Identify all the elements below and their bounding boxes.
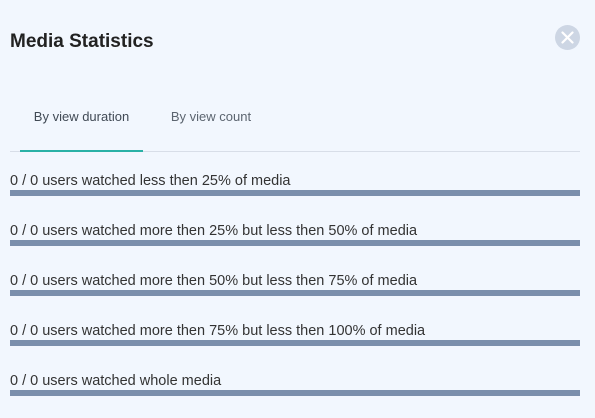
stat-row: 0 / 0 users watched more then 25% but le…: [10, 222, 580, 248]
stat-row: 0 / 0 users watched more then 50% but le…: [10, 272, 580, 298]
stat-row: 0 / 0 users watched more then 75% but le…: [10, 322, 580, 348]
stat-progress-bar: [10, 390, 580, 396]
tab-by-view-count[interactable]: By view count: [170, 109, 252, 124]
stat-progress-bar: [10, 190, 580, 196]
stat-label: 0 / 0 users watched more then 50% but le…: [10, 273, 418, 289]
stat-label: 0 / 0 users watched whole media: [10, 373, 222, 389]
tab-by-view-duration[interactable]: By view duration: [20, 100, 143, 152]
close-icon: [561, 31, 574, 44]
stat-label: 0 / 0 users watched more then 75% but le…: [10, 323, 426, 339]
stat-progress-bar: [10, 290, 580, 296]
stat-progress-bar: [10, 340, 580, 346]
tab-bar: By view duration By view count: [10, 100, 580, 152]
stat-row: 0 / 0 users watched whole media: [10, 372, 580, 398]
dialog-title: Media Statistics: [10, 31, 154, 52]
stat-row: 0 / 0 users watched less then 25% of med…: [10, 172, 580, 198]
stat-label: 0 / 0 users watched less then 25% of med…: [10, 173, 291, 189]
stat-progress-bar: [10, 240, 580, 246]
close-button[interactable]: [555, 25, 580, 50]
stat-label: 0 / 0 users watched more then 25% but le…: [10, 223, 418, 239]
